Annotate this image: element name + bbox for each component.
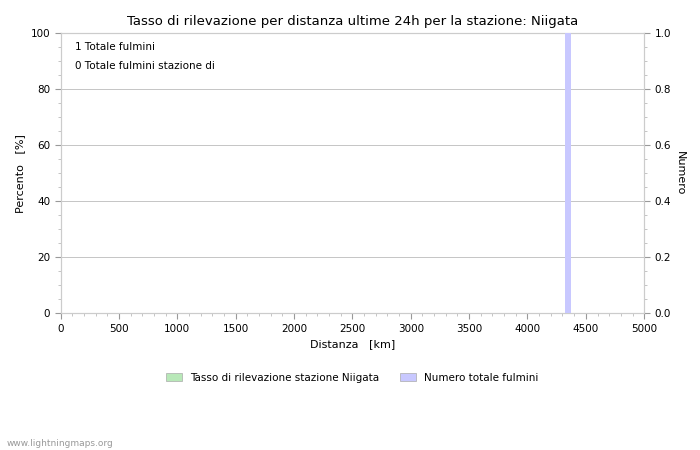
Y-axis label: Numero: Numero	[675, 151, 685, 195]
Text: www.lightningmaps.org: www.lightningmaps.org	[7, 439, 113, 448]
Legend: Tasso di rilevazione stazione Niigata, Numero totale fulmini: Tasso di rilevazione stazione Niigata, N…	[162, 369, 542, 387]
Bar	[566, 33, 571, 313]
Text: 0 Totale fulmini stazione di: 0 Totale fulmini stazione di	[75, 61, 215, 71]
Y-axis label: Percento   [%]: Percento [%]	[15, 134, 25, 213]
Title: Tasso di rilevazione per distanza ultime 24h per la stazione: Niigata: Tasso di rilevazione per distanza ultime…	[127, 15, 578, 28]
X-axis label: Distanza   [km]: Distanza [km]	[310, 339, 395, 349]
Text: 1 Totale fulmini: 1 Totale fulmini	[75, 42, 155, 52]
